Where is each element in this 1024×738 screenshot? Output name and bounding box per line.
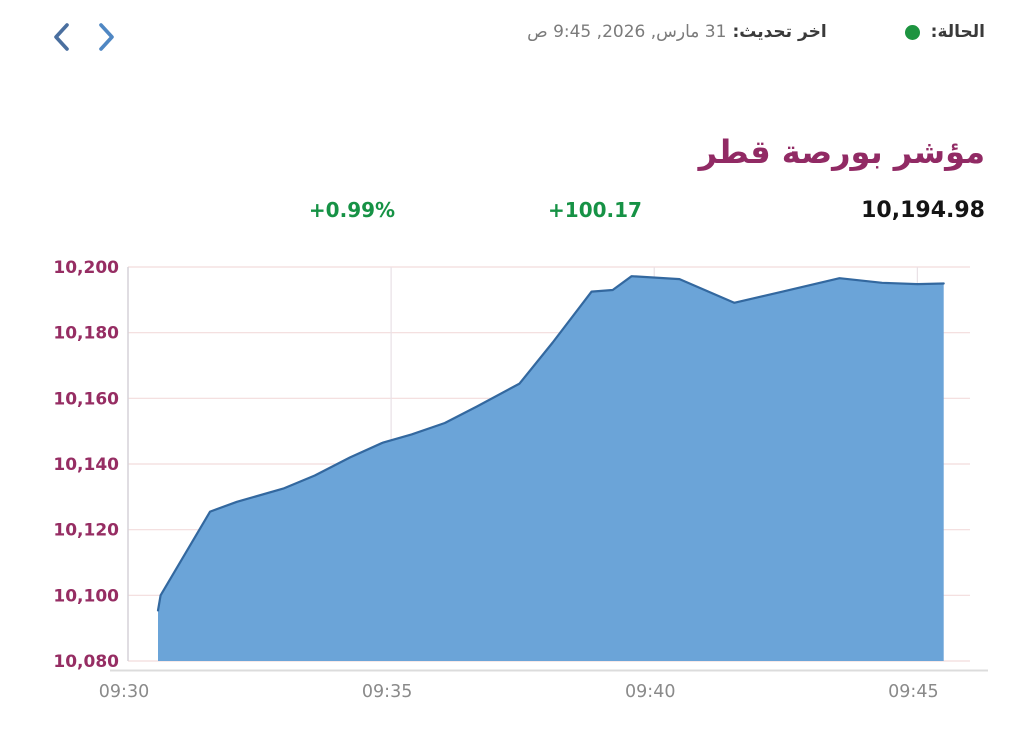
index-percent-change: +0.99% [308,198,396,222]
index-point-change: +100.17 [548,198,642,222]
page-title: مؤشر بورصة قطر [698,133,985,172]
prev-arrow-button[interactable] [42,16,82,58]
y-axis-label: 10,100 [53,586,119,606]
index-value: 10,194.98 [861,198,985,223]
y-axis-label: 10,140 [53,455,119,475]
last-update-label: اخر تحديث: [732,22,827,42]
area-fill [158,276,944,661]
y-axis-label: 10,120 [53,521,119,541]
chevron-right-icon [99,23,114,51]
status-label: الحالة: [930,22,985,42]
x-axis-label: 09:35 [362,682,412,702]
carousel-nav [42,16,126,58]
x-axis-label: 09:30 [99,682,149,702]
x-axis-label: 09:40 [625,682,675,702]
y-axis-label: 10,080 [53,652,119,672]
next-arrow-button[interactable] [86,16,126,58]
y-axis-label: 10,180 [53,324,119,344]
y-axis-label: 10,200 [53,258,119,278]
x-axis-label: 09:45 [888,682,938,702]
status-bar: الحالة: اخر تحديث: 31 مارس, 2026, 9:45 ص [527,22,985,42]
y-axis-label: 10,160 [53,389,119,409]
status-dot-icon [904,24,920,40]
last-update-value: 31 مارس, 2026, 9:45 ص [527,22,727,42]
area-line [156,275,945,612]
chevron-left-icon [54,23,69,51]
